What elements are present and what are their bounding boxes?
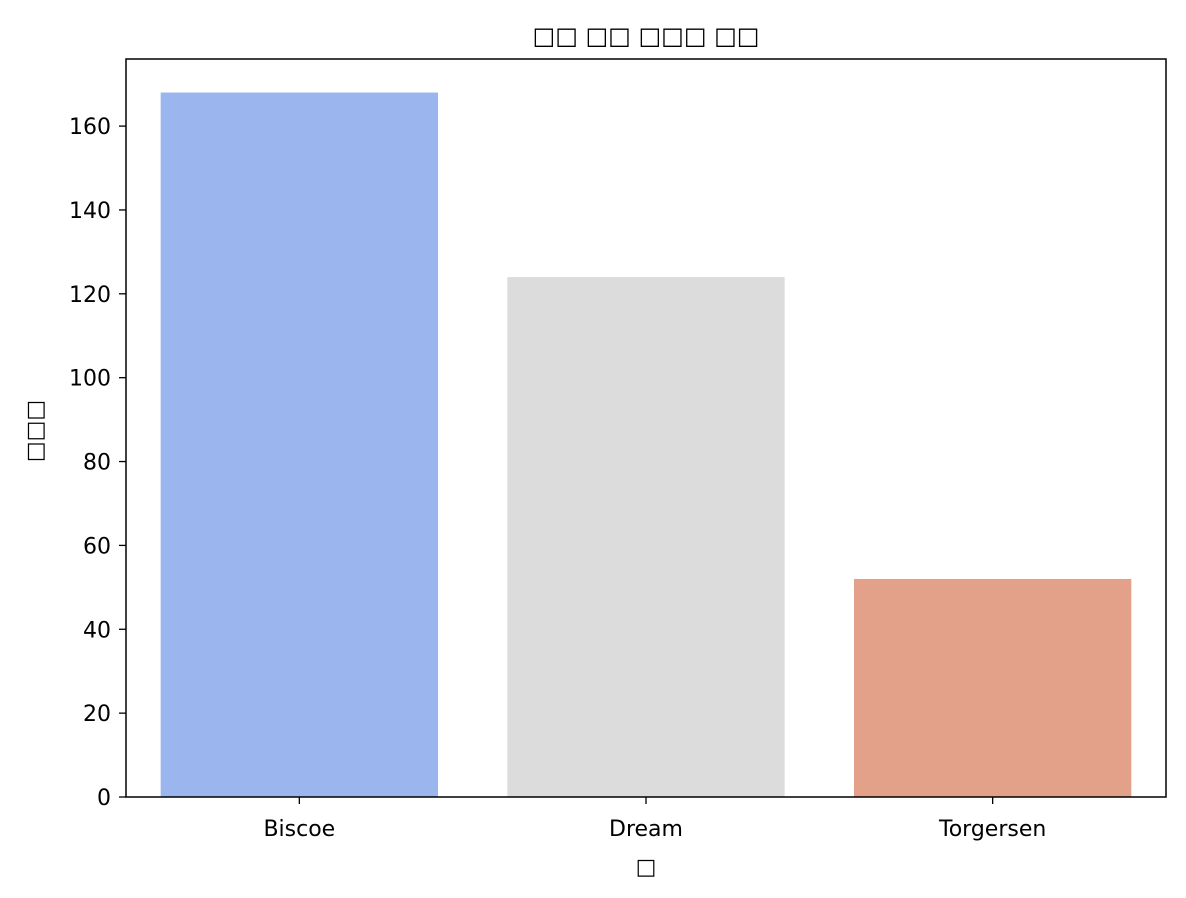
- y-tick-label: 160: [69, 115, 111, 140]
- y-tick-label: 40: [83, 618, 111, 643]
- plot-frame: [125, 58, 1167, 798]
- y-tick-label: 80: [83, 451, 111, 476]
- y-tick-label: 60: [83, 534, 111, 559]
- bar-biscoe: [160, 92, 438, 797]
- bar-dream: [507, 277, 785, 798]
- y-tick-label: 140: [69, 199, 111, 224]
- x-tick-label: Torgersen: [938, 817, 1046, 842]
- y-axis-label: □□□: [23, 400, 48, 462]
- chart-title: □□ □□ □□□ □□: [533, 22, 760, 50]
- axes-layer: Biscoe Dream Torgersen 0 20 40 60 80 100 120 140 16…: [69, 58, 1167, 842]
- x-tick-label: Dream: [609, 817, 683, 842]
- bar-torgersen: [854, 578, 1132, 797]
- y-tick-label: 120: [69, 283, 111, 308]
- y-tick-label: 100: [69, 367, 111, 392]
- x-tick-label: Biscoe: [263, 817, 335, 842]
- bars-layer: [160, 92, 1132, 798]
- x-axis-label: □: [636, 855, 657, 880]
- y-tick-label: 20: [83, 702, 111, 727]
- y-tick-label: 0: [97, 786, 111, 811]
